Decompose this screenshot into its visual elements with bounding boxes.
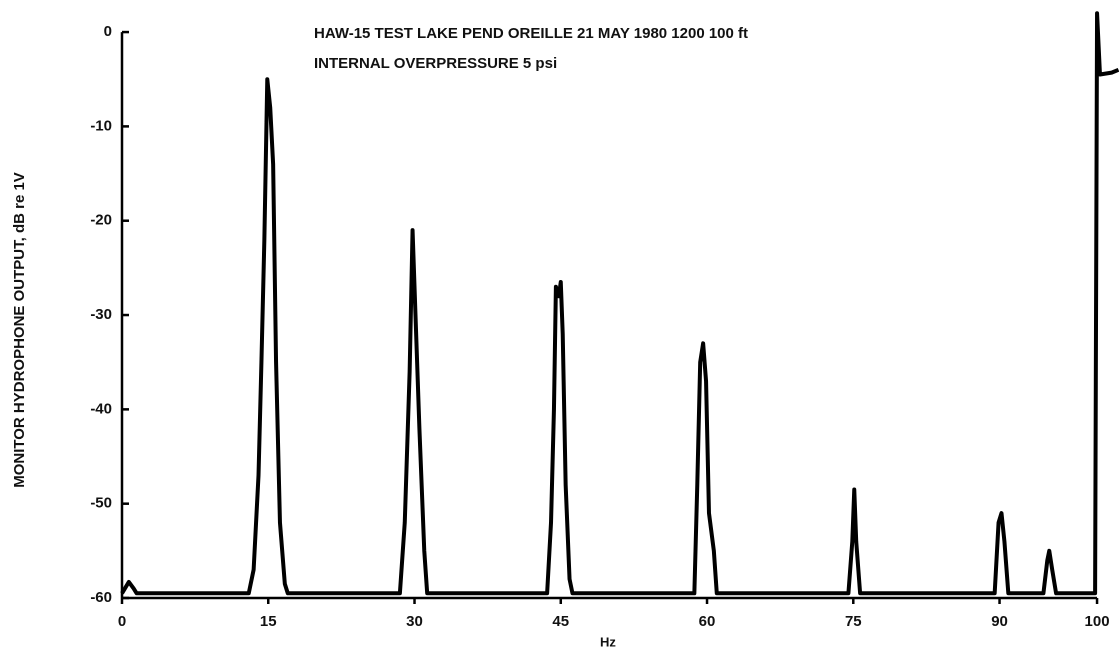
x-tick-label: 100	[1085, 613, 1110, 630]
x-tick-label: 75	[845, 613, 862, 630]
y-axis-label: MONITOR HYDROPHONE OUTPUT, dB re 1V	[11, 172, 28, 488]
y-tick-label: -30	[90, 306, 112, 323]
x-tick-label: 0	[118, 613, 126, 630]
y-tick-label: 0	[104, 23, 112, 40]
y-tick-label: -20	[90, 212, 112, 229]
y-tick-label: -40	[90, 400, 112, 417]
chart-subtitle: INTERNAL OVERPRESSURE 5 psi	[314, 55, 557, 72]
x-tick-label: 15	[260, 613, 277, 630]
x-tick-label: 45	[552, 613, 569, 630]
chart-title: HAW-15 TEST LAKE PEND OREILLE 21 MAY 198…	[314, 25, 748, 42]
x-tick-label: 60	[699, 613, 716, 630]
data-line	[120, 11, 1119, 596]
y-tick-label: -10	[90, 117, 112, 134]
y-tick-label: -60	[90, 589, 112, 606]
x-axis-label: Hz	[600, 634, 616, 649]
x-tick-label: 90	[991, 613, 1008, 630]
y-tick-label: -50	[90, 495, 112, 512]
x-tick-label: 30	[406, 613, 423, 630]
